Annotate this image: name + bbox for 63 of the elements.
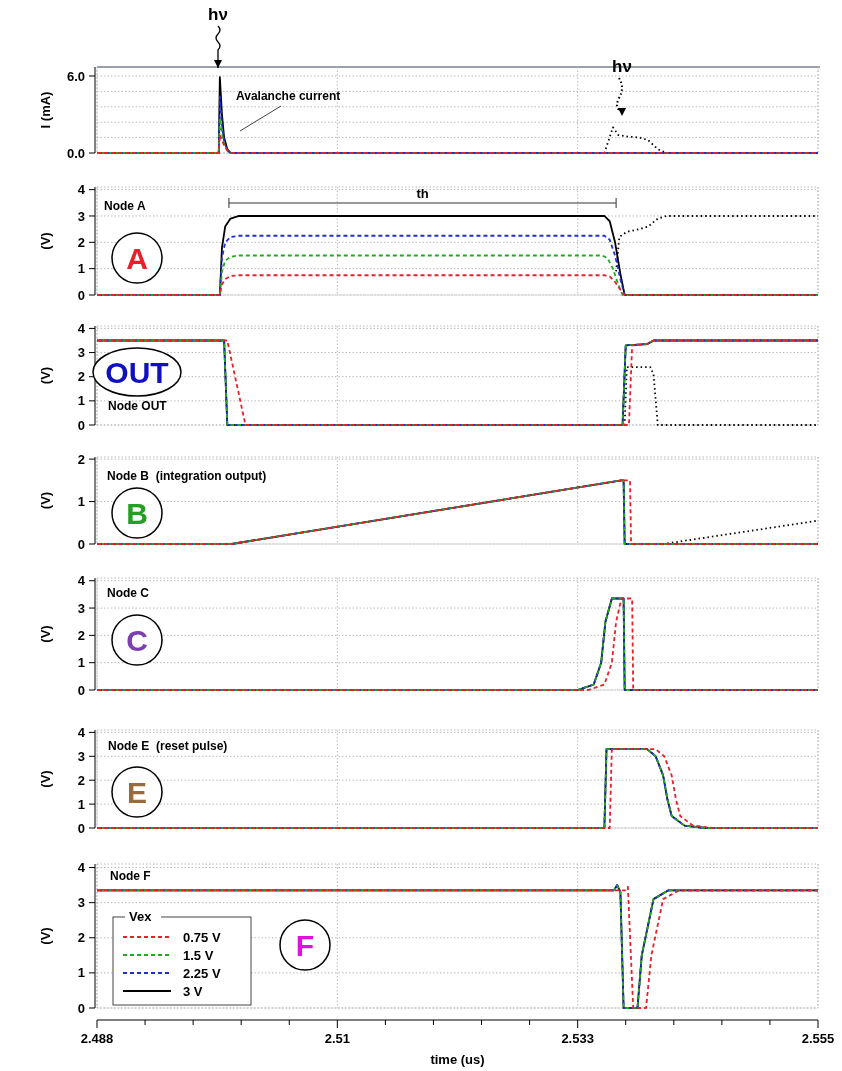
- y-tick-label: 3: [77, 600, 85, 616]
- y-tick-label: 4: [77, 724, 86, 740]
- annotation: Node F: [110, 869, 151, 883]
- y-tick-label: 1: [77, 655, 85, 671]
- y-axis-title: (V): [37, 232, 53, 250]
- y-tick-label: 0: [77, 682, 85, 698]
- y-tick-label: 0.0: [66, 145, 85, 161]
- x-tick-label: 2.51: [324, 1031, 350, 1046]
- y-tick-label: 2: [77, 234, 85, 250]
- y-tick-label: 1: [77, 393, 85, 409]
- annotation: A: [126, 241, 148, 275]
- y-tick-label: 0: [77, 287, 85, 303]
- annotation: E: [126, 775, 148, 809]
- y-tick-label: 0: [77, 1000, 85, 1016]
- y-tick-label: 1: [77, 796, 85, 812]
- annotation: hν: [612, 57, 632, 76]
- y-tick-label: 2: [77, 369, 85, 385]
- annotation: Node OUT: [108, 399, 168, 413]
- annotation: F: [295, 928, 315, 962]
- annotation: Node A: [104, 199, 146, 213]
- y-tick-label: 4: [77, 860, 86, 876]
- y-tick-label: 1: [77, 261, 85, 277]
- y-tick-label: 0: [77, 417, 85, 433]
- y-tick-label: 0: [77, 820, 85, 836]
- x-tick-label: 2.533: [561, 1031, 594, 1046]
- y-tick-label: 4: [77, 320, 86, 336]
- y-tick-label: 3: [77, 895, 85, 911]
- y-tick-label: 2: [77, 627, 85, 643]
- y-tick-label: 0: [77, 536, 85, 552]
- x-tick-label: 2.488: [80, 1031, 114, 1046]
- y-tick-label: 2: [77, 930, 85, 946]
- y-tick-label: 2: [77, 451, 85, 467]
- y-tick-label: 3: [77, 345, 85, 361]
- y-axis-title: I (mA): [37, 91, 53, 129]
- y-tick-label: 1: [77, 494, 85, 510]
- y-tick-label: 3: [77, 208, 85, 224]
- annotation: Node E (reset pulse): [108, 739, 228, 753]
- y-axis-title: (V): [37, 770, 53, 788]
- text: hν: [208, 5, 228, 24]
- annotation: Node C: [107, 586, 150, 600]
- x-axis-title: time (us): [430, 1052, 485, 1067]
- y-tick-label: 4: [77, 573, 86, 589]
- y-tick-label: 4: [77, 182, 86, 198]
- annotation: Node B (integration output): [107, 469, 267, 483]
- annotation: th: [416, 186, 429, 201]
- legend-title: Vex: [129, 909, 153, 924]
- y-tick-label: 6.0: [66, 68, 85, 84]
- y-tick-label: 2: [77, 772, 85, 788]
- annotation: OUT: [105, 355, 169, 389]
- y-tick-label: 3: [77, 748, 85, 764]
- y-axis-title: (V): [37, 927, 53, 945]
- legend-label: 3 V: [183, 983, 203, 999]
- legend-label: 1.5 V: [183, 947, 214, 963]
- y-axis-title: (V): [37, 366, 53, 385]
- legend-label: 2.25 V: [183, 965, 221, 981]
- x-tick-label: 2.555: [801, 1031, 835, 1046]
- y-axis-title: (V): [37, 491, 53, 510]
- y-tick-label: 1: [77, 965, 85, 981]
- annotation: Avalanche current: [236, 89, 341, 103]
- legend-label: 0.75 V: [183, 929, 221, 945]
- y-axis-title: (V): [37, 625, 53, 643]
- annotation: B: [126, 496, 148, 530]
- annotation: C: [126, 623, 148, 657]
